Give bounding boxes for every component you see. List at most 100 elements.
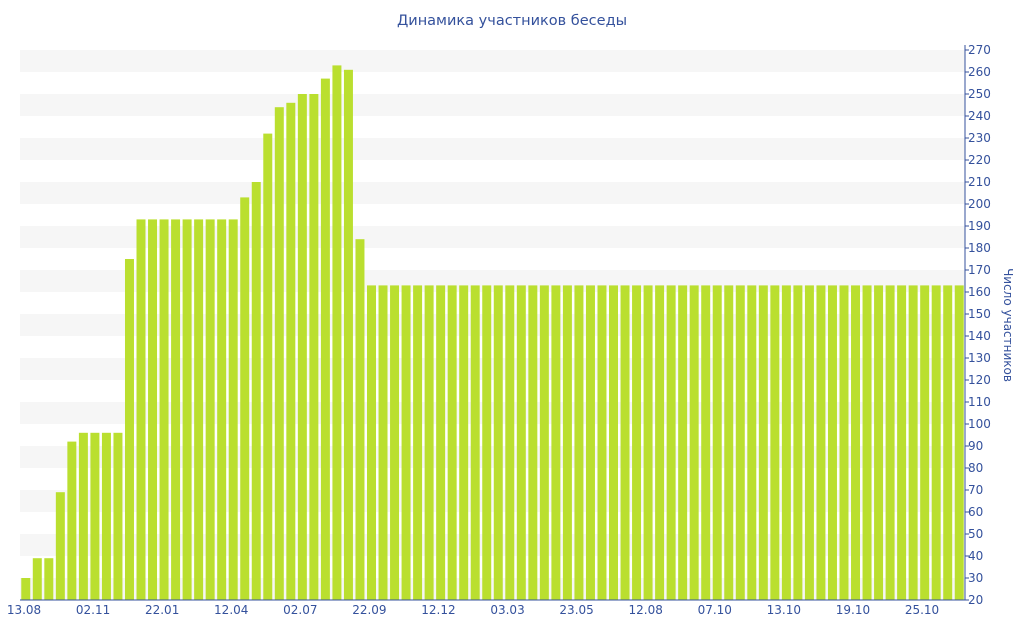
bar <box>655 285 665 600</box>
y-tick-label: 220 <box>968 153 991 167</box>
y-tick-label: 210 <box>968 175 991 189</box>
bar <box>505 285 515 600</box>
bar <box>182 219 192 600</box>
bar <box>136 219 146 600</box>
y-tick-label: 110 <box>968 395 991 409</box>
y-tick-label: 170 <box>968 263 991 277</box>
bar <box>585 285 595 600</box>
x-tick-label: 19.10 <box>836 603 870 617</box>
bar <box>320 78 330 601</box>
y-tick-label: 260 <box>968 65 991 79</box>
bar <box>793 285 803 600</box>
bar <box>470 285 480 600</box>
bar <box>366 285 376 600</box>
y-tick-label: 140 <box>968 329 991 343</box>
y-tick-label: 40 <box>968 549 983 563</box>
bar <box>609 285 619 600</box>
bar <box>55 492 65 600</box>
bar <box>101 432 111 600</box>
bar <box>493 285 503 600</box>
bar <box>528 285 538 600</box>
chart-title: Динамика участников беседы <box>396 13 628 29</box>
bar <box>401 285 411 600</box>
bar <box>735 285 745 600</box>
bar <box>724 285 734 600</box>
x-tick-label: 22.09 <box>352 603 386 617</box>
bar <box>620 285 630 600</box>
bar <box>148 219 158 600</box>
y-tick-label: 230 <box>968 131 991 145</box>
bar <box>447 285 457 600</box>
bar <box>632 285 642 600</box>
y-tick-label: 70 <box>968 483 983 497</box>
bar <box>297 94 307 600</box>
grid-band <box>20 94 965 116</box>
bar <box>205 219 215 600</box>
bar <box>413 285 423 600</box>
grid-band <box>20 50 965 72</box>
bar <box>171 219 181 600</box>
bar <box>251 182 261 600</box>
bar <box>21 578 31 600</box>
x-tick-label: 13.10 <box>767 603 801 617</box>
bar <box>574 285 584 600</box>
bar <box>332 65 342 600</box>
bar <box>747 285 757 600</box>
bar <box>562 285 572 600</box>
y-tick-label: 250 <box>968 87 991 101</box>
bar <box>931 285 941 600</box>
bar <box>885 285 895 600</box>
bar <box>920 285 930 600</box>
bar <box>851 285 861 600</box>
y-tick-label: 160 <box>968 285 991 299</box>
bar <box>217 219 227 600</box>
bar <box>355 239 365 600</box>
bar <box>943 285 953 600</box>
bar <box>874 285 884 600</box>
bar-series <box>21 65 964 601</box>
x-tick-label: 23.05 <box>559 603 593 617</box>
grid-band <box>20 182 965 204</box>
y-tick-label: 50 <box>968 527 983 541</box>
x-tick-label: 12.08 <box>629 603 663 617</box>
y-tick-label: 200 <box>968 197 991 211</box>
y-axis-label: Число участников <box>1001 268 1015 382</box>
y-tick-label: 60 <box>968 505 983 519</box>
bar <box>424 285 434 600</box>
x-tick-label: 25.10 <box>905 603 939 617</box>
grid-band <box>20 138 965 160</box>
bar <box>263 133 273 600</box>
bar <box>124 259 134 600</box>
bar <box>539 285 549 600</box>
bar <box>597 285 607 600</box>
bar <box>436 285 446 600</box>
x-tick-label: 03.03 <box>490 603 524 617</box>
y-tick-label: 90 <box>968 439 983 453</box>
bar <box>240 197 250 600</box>
bar <box>390 285 400 600</box>
x-tick-label: 02.11 <box>76 603 110 617</box>
bar <box>309 94 319 600</box>
x-tick-label: 13.08 <box>7 603 41 617</box>
bar <box>701 285 711 600</box>
bar <box>194 219 204 600</box>
bar <box>643 285 653 600</box>
bar <box>908 285 918 600</box>
y-tick-label: 100 <box>968 417 991 431</box>
bar <box>839 285 849 600</box>
y-axis: 20 30 40 50 60 70 80 90 100 110 120 130 140 150 160 170… <box>964 43 991 607</box>
x-tick-label: 12.12 <box>421 603 455 617</box>
bar <box>343 69 353 601</box>
bar <box>712 285 722 600</box>
bar <box>551 285 561 600</box>
bar <box>378 285 388 600</box>
bar <box>666 285 676 600</box>
y-tick-label: 20 <box>968 593 983 607</box>
y-tick-label: 80 <box>968 461 983 475</box>
bar <box>78 432 88 600</box>
bar <box>274 107 284 600</box>
bar <box>954 285 964 600</box>
y-tick-label: 190 <box>968 219 991 233</box>
y-tick-label: 30 <box>968 571 983 585</box>
bar <box>827 285 837 600</box>
